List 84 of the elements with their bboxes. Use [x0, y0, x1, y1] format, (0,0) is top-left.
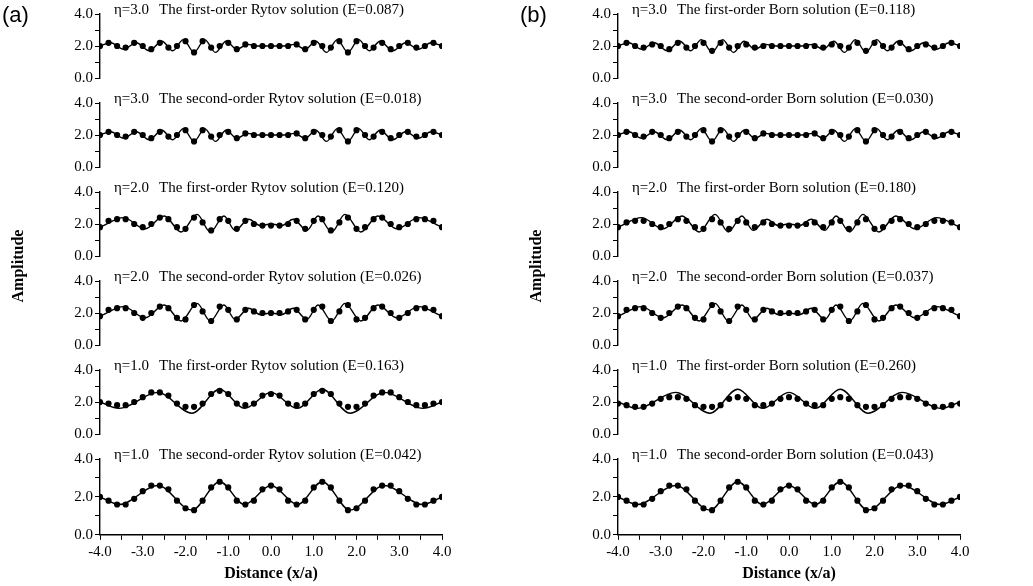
- x-tick-label: 1.0: [304, 542, 324, 559]
- x-tick-label: 3.0: [389, 542, 409, 559]
- x-tick-label: 0.0: [779, 542, 799, 559]
- chart-subtitle: The first-order Rytov solution (E=0.087): [159, 1, 404, 17]
- chart-subtitle: The second-order Born solution (E=0.043): [677, 446, 934, 462]
- x-tick-label: 2.0: [347, 542, 366, 559]
- x-tick-label: -3.0: [648, 542, 673, 559]
- x-tick-label: -2.0: [691, 542, 716, 559]
- x-tick-label: -2.0: [173, 542, 198, 559]
- chart-subtitle: The second-order Born solution (E=0.030): [677, 90, 934, 106]
- y-tick-label: 2.0: [74, 36, 93, 53]
- chart-subtitle: The first-order Born solution (E=0.180): [677, 179, 916, 195]
- x-tick-label: 1.0: [822, 542, 842, 559]
- chart-title: η=2.0: [114, 268, 150, 284]
- y-tick-label: 4.0: [74, 93, 93, 110]
- chart-title: η=2.0: [114, 179, 150, 195]
- x-tick-label: -4.0: [606, 542, 630, 559]
- chart-title: η=1.0: [632, 446, 668, 462]
- y-tick-label: 4.0: [592, 449, 611, 466]
- y-tick-label: 0.0: [74, 246, 93, 263]
- y-tick-label: 2.0: [592, 303, 611, 320]
- y-tick-label: 2.0: [74, 392, 93, 409]
- y-tick-label: 2.0: [74, 303, 93, 320]
- y-tick-label: 0.0: [74, 525, 93, 542]
- x-tick-label: -1.0: [216, 542, 241, 559]
- y-tick-label: 2.0: [74, 125, 93, 142]
- y-tick-label: 4.0: [74, 271, 93, 288]
- y-axis-title: Amplitude: [9, 228, 27, 305]
- chart-title: η=3.0: [632, 1, 668, 17]
- chart-subtitle: The second-order Rytov solution (E=0.042): [159, 446, 422, 462]
- y-tick-label: 0.0: [592, 424, 611, 441]
- x-axis-title: Distance (x/a): [742, 563, 836, 582]
- y-tick-label: 0.0: [592, 246, 611, 263]
- chart-title: η=2.0: [632, 268, 668, 284]
- chart-subtitle: The second-order Rytov solution (E=0.018): [159, 90, 422, 106]
- chart-title: η=2.0: [632, 179, 668, 195]
- chart-subtitle: The first-order Born solution (E=0.260): [677, 357, 916, 373]
- x-tick-label: 2.0: [865, 542, 884, 559]
- x-tick-label: 3.0: [907, 542, 927, 559]
- y-tick-label: 4.0: [74, 449, 93, 466]
- y-tick-label: 0.0: [592, 335, 611, 352]
- y-tick-label: 2.0: [592, 36, 611, 53]
- text: (a): [2, 2, 29, 28]
- y-tick-label: 2.0: [592, 214, 611, 231]
- chart-title: η=1.0: [114, 446, 150, 462]
- x-tick-label: 4.0: [432, 542, 452, 559]
- y-tick-label: 2.0: [592, 487, 611, 504]
- x-tick-label: -3.0: [130, 542, 155, 559]
- y-tick-label: 0.0: [592, 525, 611, 542]
- chart-subtitle: The second-order Rytov solution (E=0.026): [159, 268, 422, 284]
- x-tick-label: -1.0: [734, 542, 759, 559]
- chart-title: η=3.0: [114, 90, 150, 106]
- y-tick-label: 0.0: [74, 335, 93, 352]
- y-tick-label: 4.0: [592, 182, 611, 199]
- y-tick-label: 2.0: [592, 125, 611, 142]
- y-tick-label: 4.0: [592, 93, 611, 110]
- y-tick-label: 0.0: [74, 157, 93, 174]
- y-tick-label: 4.0: [74, 360, 93, 377]
- x-tick-label: -4.0: [88, 542, 112, 559]
- y-tick-label: 2.0: [74, 487, 93, 504]
- chart-subtitle: The first-order Rytov solution (E=0.120): [159, 179, 404, 195]
- y-tick-label: 2.0: [74, 214, 93, 231]
- y-tick-label: 0.0: [74, 68, 93, 85]
- y-tick-label: 4.0: [592, 271, 611, 288]
- x-tick-label: 4.0: [950, 542, 970, 559]
- y-tick-label: 0.0: [592, 68, 611, 85]
- x-tick-label: 0.0: [261, 542, 281, 559]
- x-axis-title: Distance (x/a): [224, 563, 318, 582]
- y-tick-label: 0.0: [592, 157, 611, 174]
- y-tick-label: 2.0: [592, 392, 611, 409]
- chart-subtitle: The first-order Born solution (E=0.118): [677, 1, 916, 17]
- y-tick-label: 4.0: [592, 360, 611, 377]
- y-tick-label: 0.0: [74, 424, 93, 441]
- text: (b): [520, 2, 547, 28]
- chart-title: η=3.0: [114, 1, 150, 17]
- chart-title: η=1.0: [632, 357, 668, 373]
- chart-title: η=3.0: [632, 90, 668, 106]
- y-tick-label: 4.0: [74, 182, 93, 199]
- chart-subtitle: The second-order Born solution (E=0.037): [677, 268, 934, 284]
- chart-title: η=1.0: [114, 357, 150, 373]
- chart-subtitle: The first-order Rytov solution (E=0.163): [159, 357, 404, 373]
- y-tick-label: 4.0: [74, 4, 93, 21]
- y-axis-title: Amplitude: [527, 228, 545, 305]
- y-tick-label: 4.0: [592, 4, 611, 21]
